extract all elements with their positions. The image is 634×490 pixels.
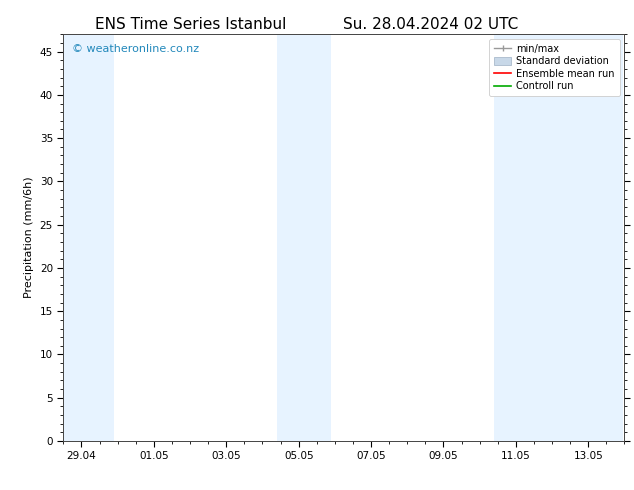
Legend: min/max, Standard deviation, Ensemble mean run, Controll run: min/max, Standard deviation, Ensemble me… bbox=[489, 39, 619, 96]
Bar bbox=[277, 34, 332, 441]
Text: © weatheronline.co.nz: © weatheronline.co.nz bbox=[72, 45, 199, 54]
Y-axis label: Precipitation (mm/6h): Precipitation (mm/6h) bbox=[24, 177, 34, 298]
Bar bbox=[63, 34, 114, 441]
Text: ENS Time Series Istanbul: ENS Time Series Istanbul bbox=[94, 17, 286, 32]
Bar bbox=[494, 34, 623, 441]
Text: Su. 28.04.2024 02 UTC: Su. 28.04.2024 02 UTC bbox=[344, 17, 519, 32]
